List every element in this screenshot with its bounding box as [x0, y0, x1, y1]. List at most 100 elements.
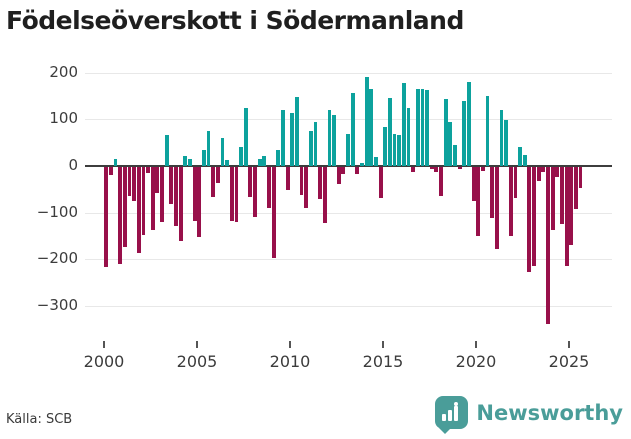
bar-2010-q1: [290, 113, 295, 166]
bar-2020-q2: [480, 167, 485, 171]
bar-2006-q2: [220, 137, 225, 166]
bar-2000-q1: [104, 167, 109, 268]
bar-2005-q2: [201, 150, 206, 166]
bar-2004-q2: [183, 155, 188, 166]
logo-bar-icon: [442, 414, 447, 421]
x-axis-tick: [103, 341, 105, 348]
bar-2005-q3: [206, 131, 211, 166]
bar-2020-q4: [490, 167, 495, 218]
bar-2024-q4: [564, 167, 569, 266]
x-axis-tick-label: 2015: [362, 352, 404, 371]
bar-2001-q1: [122, 167, 127, 247]
zero-baseline: [85, 165, 612, 167]
bar-2013-q3: [355, 167, 360, 174]
bar-2019-q1: [457, 167, 462, 170]
x-axis-tick-label: 2020: [455, 352, 497, 371]
bar-2005-q1: [197, 167, 202, 238]
x-axis-tick: [475, 341, 477, 348]
bar-2009-q3: [281, 109, 285, 166]
newsworthy-logo-icon: [435, 396, 469, 434]
bar-2023-q1: [532, 167, 536, 266]
y-gridline: [85, 119, 612, 121]
bar-2018-q2: [443, 99, 448, 166]
bar-2000-q3: [113, 158, 118, 166]
bar-2021-q3: [504, 119, 509, 166]
bar-2013-q4: [360, 162, 364, 166]
bar-2004-q1: [178, 167, 183, 242]
bar-2024-q3: [560, 167, 564, 225]
bar-2004-q4: [192, 167, 197, 221]
logo-dot-icon: [454, 402, 459, 406]
bar-2014-q2: [369, 89, 374, 166]
bar-2013-q1: [346, 133, 350, 166]
chart-title: Födelseöverskott i Södermanland: [6, 6, 464, 35]
bar-2001-q3: [132, 167, 137, 202]
bar-2008-q2: [257, 159, 262, 166]
bar-2001-q4: [136, 167, 141, 254]
bar-2009-q2: [276, 150, 281, 166]
bar-2012-q3: [336, 167, 341, 184]
bar-2016-q1: [401, 82, 406, 166]
bar-2003-q1: [160, 167, 164, 223]
bar-2002-q3: [150, 167, 155, 230]
bar-2023-q3: [541, 167, 546, 172]
bar-2013-q2: [350, 93, 355, 166]
bar-2006-q3: [225, 159, 230, 166]
bar-2003-q3: [169, 167, 174, 204]
y-gridline: [85, 212, 612, 214]
bar-2014-q4: [378, 167, 383, 198]
bar-2016-q2: [406, 108, 411, 166]
bar-2025-q2: [573, 167, 578, 209]
bar-2009-q1: [271, 167, 276, 258]
bar-2014-q3: [374, 156, 378, 166]
bar-2003-q4: [174, 167, 178, 226]
y-axis-tick-label: 200: [49, 62, 78, 81]
newsworthy-wordmark: Newsworthy: [476, 400, 623, 425]
bar-2022-q4: [527, 167, 532, 272]
bar-2023-q2: [536, 167, 541, 181]
x-axis-tick: [568, 341, 570, 348]
x-axis-tick: [196, 341, 198, 348]
bar-2018-q1: [439, 167, 443, 196]
bar-2015-q3: [392, 134, 397, 166]
bar-2021-q2: [499, 109, 504, 166]
y-axis-tick-label: −300: [36, 296, 78, 314]
bar-2006-q4: [229, 167, 234, 222]
source-note: Källa: SCB: [6, 412, 73, 427]
bar-2007-q2: [239, 147, 244, 166]
bar-2015-q1: [383, 126, 388, 166]
bar-2002-q2: [146, 167, 151, 173]
y-gridline: [85, 306, 612, 307]
bar-2009-q4: [285, 167, 290, 191]
y-gridline: [85, 259, 612, 261]
logo-bar-icon: [448, 410, 453, 421]
bar-2023-q4: [546, 167, 550, 325]
bar-2015-q4: [397, 135, 402, 166]
bar-2020-q1: [476, 167, 481, 237]
bar-2004-q3: [188, 158, 192, 166]
bar-2007-q1: [234, 167, 239, 223]
bar-2024-q1: [550, 167, 555, 230]
bar-2018-q3: [448, 121, 453, 166]
bar-2011-q3: [318, 167, 323, 200]
y-axis-tick-label: −100: [36, 202, 78, 221]
bar-2003-q2: [164, 135, 169, 166]
y-axis-tick-label: −200: [36, 249, 78, 268]
bar-2022-q1: [513, 167, 518, 198]
bar-2000-q2: [108, 167, 113, 176]
bar-2019-q2: [462, 100, 467, 166]
bar-2022-q3: [522, 154, 527, 166]
bar-2012-q4: [341, 167, 346, 175]
bar-2008-q1: [253, 167, 257, 217]
bar-2008-q4: [267, 167, 271, 208]
bar-2005-q4: [211, 167, 216, 197]
bar-2007-q4: [248, 167, 253, 197]
bar-2002-q1: [141, 167, 146, 235]
bar-2010-q4: [304, 167, 309, 208]
bar-2018-q4: [453, 144, 457, 166]
bar-2002-q4: [155, 167, 160, 193]
bar-2017-q1: [420, 88, 425, 166]
bar-2008-q3: [262, 156, 267, 166]
